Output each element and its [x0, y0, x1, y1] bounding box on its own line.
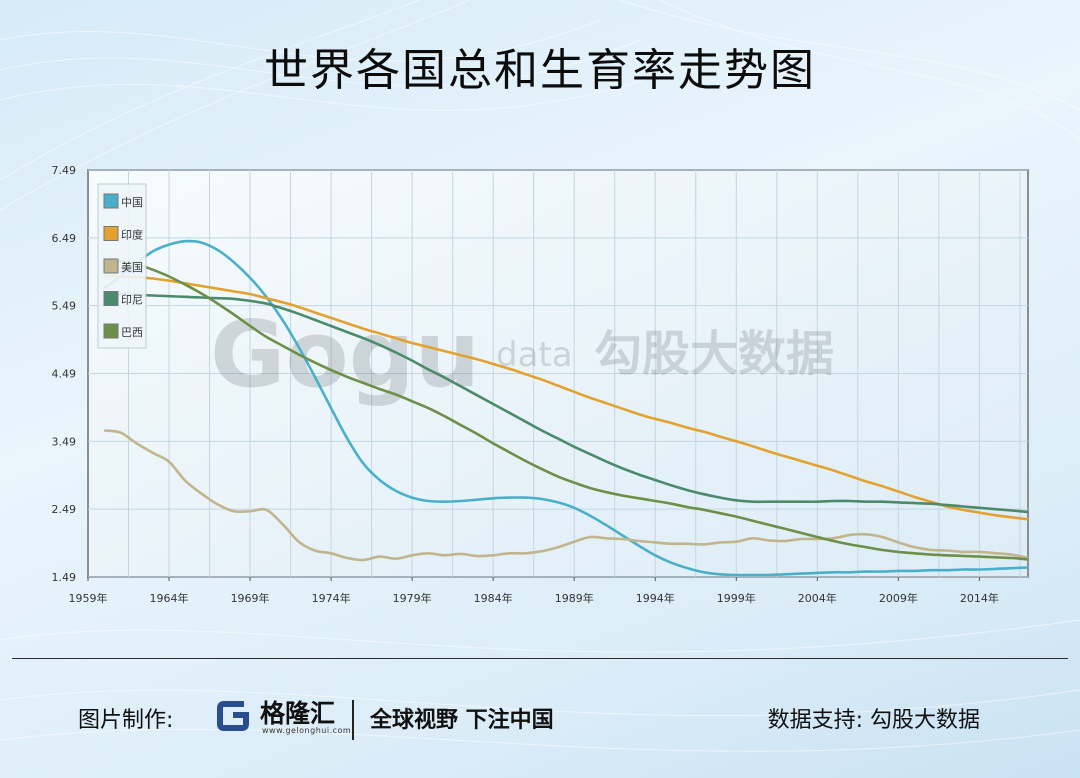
x-tick-label: 1969年 — [231, 591, 270, 605]
legend-swatch — [103, 323, 119, 339]
legend-label: 巴西 — [121, 326, 143, 339]
series-line-巴西 — [104, 259, 1029, 561]
x-tick-label: 2014年 — [960, 591, 999, 605]
x-tick-label: 1994年 — [636, 591, 675, 605]
legend-swatch — [103, 291, 119, 306]
footer-divider-line — [12, 658, 1068, 659]
footer-brand-site: www.gelonghui.com — [262, 726, 352, 735]
legend-label: 印度 — [121, 228, 143, 242]
y-tick-label: 3.49 — [52, 435, 77, 448]
gelonghui-logo-icon — [217, 701, 249, 731]
y-tick-label: 5.49 — [52, 300, 77, 313]
y-tick-label: 4.49 — [52, 368, 77, 381]
x-tick-label: 1959年 — [69, 591, 108, 605]
y-tick-label: 6.49 — [52, 232, 77, 245]
x-tick-label: 1979年 — [393, 591, 432, 605]
footer-brand-name: 格隆汇 — [260, 699, 336, 728]
watermark: Gogu data 勾股大数据 — [210, 301, 834, 408]
watermark-mark: Gogu — [210, 301, 480, 408]
x-tick-label: 2009年 — [879, 591, 918, 605]
fertility-line-chart: Gogu data 勾股大数据 1.49 2.49 3.49 4.49 5.49 6.49 7.4… — [52, 164, 1029, 605]
x-tick-label: 1984年 — [474, 591, 513, 605]
x-tick-label: 1974年 — [312, 591, 351, 605]
series-line-印度 — [104, 275, 1029, 521]
y-tick-label: 1.49 — [52, 571, 77, 584]
legend-swatch — [103, 226, 119, 241]
series-line-美国 — [104, 429, 1029, 562]
page-title: 世界各国总和生育率走势图 — [264, 45, 816, 96]
footer: 图片制作: 格隆汇 www.gelonghui.com 全球视野 下注中国 数据… — [0, 690, 1080, 750]
series-line-印尼 — [104, 292, 1029, 514]
footer-data-support: 数据支持: 勾股大数据 — [767, 708, 980, 733]
x-tick-label: 1999年 — [717, 591, 756, 605]
x-tick-label: 1964年 — [150, 591, 189, 605]
legend-label: 印尼 — [121, 294, 143, 307]
watermark-name: 勾股大数据 — [594, 326, 834, 382]
y-tick-label: 7.49 — [52, 164, 77, 177]
legend-swatch — [103, 258, 119, 274]
x-tick-label: 2004年 — [798, 591, 837, 605]
footer-slogan: 全球视野 下注中国 — [370, 708, 554, 733]
legend-swatch — [103, 193, 119, 209]
footer-separator — [352, 700, 354, 740]
footer-credit-label: 图片制作: — [78, 708, 174, 733]
y-tick-label: 2.49 — [52, 503, 77, 516]
series-line-中国 — [103, 239, 1029, 577]
legend-label: 中国 — [121, 196, 143, 209]
x-tick-label: 1989年 — [555, 591, 594, 605]
legend-label: 美国 — [121, 261, 143, 274]
